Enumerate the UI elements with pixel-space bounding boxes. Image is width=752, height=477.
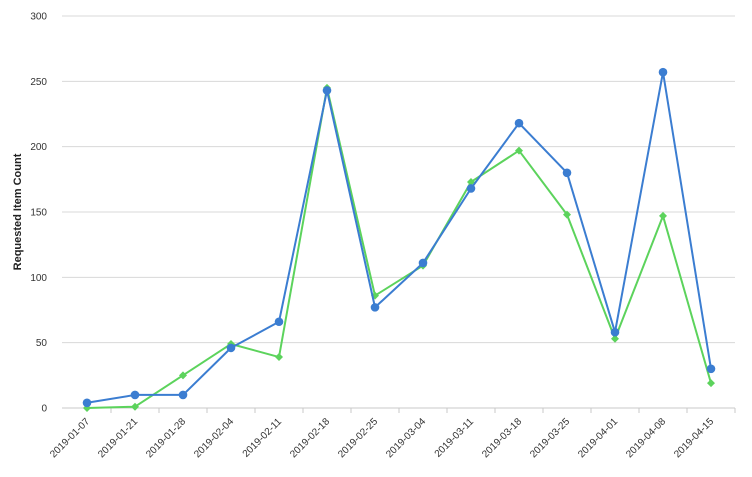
x-tick-label: 2019-03-25 xyxy=(528,416,572,460)
x-tick-label: 2019-02-04 xyxy=(192,416,236,460)
x-tick-label: 2019-02-11 xyxy=(241,416,285,460)
data-point[interactable] xyxy=(322,86,332,95)
x-tick-label: 2019-01-28 xyxy=(144,416,188,460)
data-point[interactable] xyxy=(706,364,716,374)
y-axis-title: Requested Item Count xyxy=(12,153,24,270)
data-point[interactable] xyxy=(611,334,619,343)
x-tick-label: 2019-04-15 xyxy=(672,416,716,460)
data-point[interactable] xyxy=(515,146,523,155)
series-1 xyxy=(82,67,716,408)
data-point[interactable] xyxy=(178,390,188,400)
series-line xyxy=(86,71,712,404)
data-point[interactable] xyxy=(658,67,668,77)
data-point[interactable] xyxy=(130,390,140,400)
x-tick-label: 2019-03-18 xyxy=(480,416,524,460)
data-point[interactable] xyxy=(370,303,380,312)
y-tick-label: 50 xyxy=(36,338,48,349)
data-point[interactable] xyxy=(466,184,476,193)
series-0 xyxy=(83,83,715,412)
data-point[interactable] xyxy=(562,168,572,178)
data-point[interactable] xyxy=(563,210,571,219)
x-tick-label: 2019-02-25 xyxy=(336,416,380,460)
x-tick-label: 2019-01-07 xyxy=(48,416,92,460)
data-point[interactable] xyxy=(275,353,283,362)
data-point[interactable] xyxy=(226,343,236,353)
data-point[interactable] xyxy=(610,327,620,337)
x-tick-label: 2019-03-11 xyxy=(433,416,477,460)
y-tick-label: 250 xyxy=(30,77,47,88)
series xyxy=(82,67,716,412)
grid xyxy=(62,15,735,409)
data-point[interactable] xyxy=(131,402,139,411)
x-tick-label: 2019-01-21 xyxy=(96,416,140,460)
x-tick-label: 2019-02-18 xyxy=(288,416,332,460)
data-point[interactable] xyxy=(514,118,524,128)
data-point[interactable] xyxy=(179,371,187,380)
x-tick-label: 2019-04-08 xyxy=(624,416,668,460)
data-point[interactable] xyxy=(418,258,428,268)
data-point[interactable] xyxy=(707,379,715,388)
y-tick-label: 100 xyxy=(30,273,47,284)
data-point[interactable] xyxy=(274,317,284,327)
series-line xyxy=(86,86,712,409)
y-tick-label: 300 xyxy=(30,12,47,23)
x-axis-ticks: 2019-01-07 2019-01-21 2019-01-28 2019-02-04… xyxy=(48,408,736,460)
data-point[interactable] xyxy=(82,398,92,408)
data-point[interactable] xyxy=(659,211,667,220)
x-tick-label: 2019-04-01 xyxy=(576,416,620,460)
y-tick-label: 150 xyxy=(30,208,47,219)
data-point[interactable] xyxy=(467,177,475,186)
y-tick-label: 200 xyxy=(30,142,47,153)
y-tick-label: 0 xyxy=(41,404,47,415)
x-tick-label: 2019-03-04 xyxy=(384,416,428,460)
y-axis-ticks: 0 50 100 150 200 250 300 xyxy=(30,12,47,415)
